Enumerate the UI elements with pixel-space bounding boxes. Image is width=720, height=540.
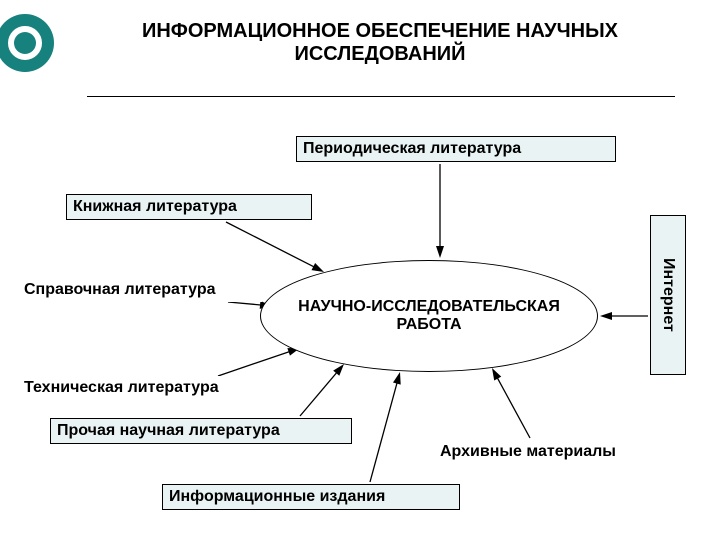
box-archive: Архивные материалы [434,440,680,464]
title-underline [87,96,675,97]
box-reference: Справочная литература [18,278,262,302]
box-internet: Интернет [650,215,686,375]
page-title: ИНФОРМАЦИОННОЕ ОБЕСПЕЧЕНИЕ НАУЧНЫХ ИССЛЕ… [85,20,675,66]
box-periodical: Периодическая литература [296,136,616,162]
box-technical: Техническая литература [18,376,276,400]
center-node: НАУЧНО-ИССЛЕДОВАТЕЛЬСКАЯ РАБОТА [260,260,598,372]
box-other: Прочая научная литература [50,418,352,444]
bullet-inner [14,32,36,54]
box-info-pub: Информационные издания [162,484,460,510]
box-book: Книжная литература [66,194,312,220]
